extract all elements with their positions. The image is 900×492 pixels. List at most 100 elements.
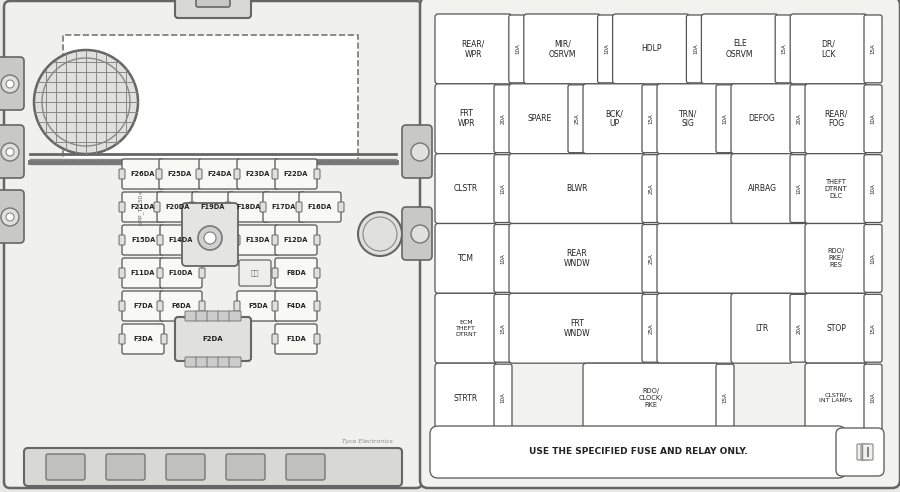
FancyBboxPatch shape bbox=[299, 192, 341, 222]
Text: 25A: 25A bbox=[574, 113, 580, 124]
FancyBboxPatch shape bbox=[161, 334, 167, 344]
Text: F5DA: F5DA bbox=[248, 303, 268, 309]
FancyBboxPatch shape bbox=[119, 202, 125, 212]
FancyBboxPatch shape bbox=[106, 454, 145, 480]
FancyBboxPatch shape bbox=[0, 190, 24, 243]
Text: ELE
OSRVM: ELE OSRVM bbox=[726, 39, 753, 59]
Text: 10A: 10A bbox=[870, 113, 876, 124]
Text: STOP: STOP bbox=[826, 324, 846, 333]
FancyBboxPatch shape bbox=[731, 293, 793, 363]
Text: CLSTR: CLSTR bbox=[454, 184, 478, 193]
Text: 25A: 25A bbox=[649, 183, 653, 194]
Text: USE THE SPECIFIED FUSE AND RELAY ONLY.: USE THE SPECIFIED FUSE AND RELAY ONLY. bbox=[528, 448, 747, 457]
FancyBboxPatch shape bbox=[199, 159, 241, 189]
Text: ×PP_TD30×: ×PP_TD30× bbox=[137, 188, 143, 226]
Circle shape bbox=[411, 143, 429, 161]
Text: F2DA: F2DA bbox=[202, 336, 223, 342]
FancyBboxPatch shape bbox=[0, 57, 24, 110]
FancyBboxPatch shape bbox=[420, 0, 900, 488]
Text: F8DA: F8DA bbox=[286, 270, 306, 276]
Text: F11DA: F11DA bbox=[130, 270, 155, 276]
Text: 10A: 10A bbox=[516, 43, 520, 54]
FancyBboxPatch shape bbox=[160, 258, 202, 288]
FancyBboxPatch shape bbox=[402, 207, 432, 260]
Text: F12DA: F12DA bbox=[284, 237, 308, 243]
FancyBboxPatch shape bbox=[524, 14, 600, 84]
Text: 25A: 25A bbox=[649, 323, 653, 334]
FancyBboxPatch shape bbox=[166, 454, 205, 480]
FancyBboxPatch shape bbox=[568, 85, 586, 153]
Text: 20A: 20A bbox=[500, 113, 506, 124]
FancyBboxPatch shape bbox=[157, 301, 163, 311]
FancyBboxPatch shape bbox=[192, 192, 234, 222]
FancyBboxPatch shape bbox=[119, 334, 125, 344]
Circle shape bbox=[198, 226, 222, 250]
FancyBboxPatch shape bbox=[234, 301, 240, 311]
FancyBboxPatch shape bbox=[276, 301, 282, 311]
Text: F25DA: F25DA bbox=[168, 171, 192, 177]
FancyBboxPatch shape bbox=[716, 85, 734, 153]
FancyBboxPatch shape bbox=[229, 357, 241, 367]
Text: REAR/
FOG: REAR/ FOG bbox=[824, 109, 848, 128]
FancyBboxPatch shape bbox=[196, 202, 202, 212]
Text: F10DA: F10DA bbox=[169, 270, 194, 276]
FancyBboxPatch shape bbox=[234, 235, 240, 245]
FancyBboxPatch shape bbox=[196, 311, 208, 321]
Text: AIRBAG: AIRBAG bbox=[748, 184, 777, 193]
Text: 15A: 15A bbox=[870, 43, 876, 54]
FancyBboxPatch shape bbox=[583, 84, 645, 154]
Text: BLWR: BLWR bbox=[566, 184, 588, 193]
FancyBboxPatch shape bbox=[46, 454, 85, 480]
FancyBboxPatch shape bbox=[185, 357, 197, 367]
Text: 10A: 10A bbox=[500, 253, 506, 264]
FancyBboxPatch shape bbox=[864, 85, 882, 153]
FancyBboxPatch shape bbox=[435, 293, 497, 363]
FancyBboxPatch shape bbox=[229, 311, 241, 321]
FancyBboxPatch shape bbox=[119, 268, 125, 278]
Text: F18DA: F18DA bbox=[237, 204, 261, 210]
FancyBboxPatch shape bbox=[861, 444, 873, 460]
FancyBboxPatch shape bbox=[314, 235, 320, 245]
FancyBboxPatch shape bbox=[864, 294, 882, 362]
Text: CLSTR/
INT LAMPS: CLSTR/ INT LAMPS bbox=[819, 393, 852, 403]
FancyBboxPatch shape bbox=[509, 223, 645, 293]
Circle shape bbox=[411, 225, 429, 243]
Text: 15A: 15A bbox=[723, 393, 727, 403]
Circle shape bbox=[1, 143, 19, 161]
Circle shape bbox=[204, 232, 216, 244]
Text: 10A: 10A bbox=[500, 393, 506, 403]
FancyBboxPatch shape bbox=[272, 169, 278, 179]
FancyBboxPatch shape bbox=[657, 154, 735, 223]
Text: F16DA: F16DA bbox=[308, 204, 332, 210]
FancyBboxPatch shape bbox=[272, 301, 278, 311]
FancyBboxPatch shape bbox=[494, 224, 512, 292]
FancyBboxPatch shape bbox=[509, 293, 645, 363]
FancyBboxPatch shape bbox=[231, 202, 237, 212]
FancyBboxPatch shape bbox=[119, 301, 125, 311]
FancyBboxPatch shape bbox=[272, 235, 278, 245]
FancyBboxPatch shape bbox=[509, 154, 645, 223]
FancyBboxPatch shape bbox=[157, 268, 163, 278]
FancyBboxPatch shape bbox=[494, 294, 512, 362]
Text: 10A: 10A bbox=[870, 253, 876, 264]
FancyBboxPatch shape bbox=[160, 225, 202, 255]
FancyBboxPatch shape bbox=[435, 363, 497, 433]
FancyBboxPatch shape bbox=[182, 203, 238, 266]
Text: REAR
WNDW: REAR WNDW bbox=[563, 249, 590, 268]
Text: LTR: LTR bbox=[755, 324, 769, 333]
FancyBboxPatch shape bbox=[642, 85, 660, 153]
FancyBboxPatch shape bbox=[864, 15, 882, 83]
Text: RDO/
RKE/
RES: RDO/ RKE/ RES bbox=[827, 248, 844, 269]
FancyBboxPatch shape bbox=[234, 169, 240, 179]
FancyBboxPatch shape bbox=[642, 294, 660, 362]
FancyBboxPatch shape bbox=[24, 448, 402, 486]
FancyBboxPatch shape bbox=[805, 84, 867, 154]
FancyBboxPatch shape bbox=[225, 202, 231, 212]
FancyBboxPatch shape bbox=[302, 202, 308, 212]
FancyBboxPatch shape bbox=[276, 235, 282, 245]
Text: F17DA: F17DA bbox=[272, 204, 296, 210]
Text: TRN/
SIG: TRN/ SIG bbox=[679, 109, 698, 128]
FancyBboxPatch shape bbox=[263, 192, 305, 222]
Text: F13DA: F13DA bbox=[246, 237, 270, 243]
Text: DR/
LCK: DR/ LCK bbox=[822, 39, 836, 59]
